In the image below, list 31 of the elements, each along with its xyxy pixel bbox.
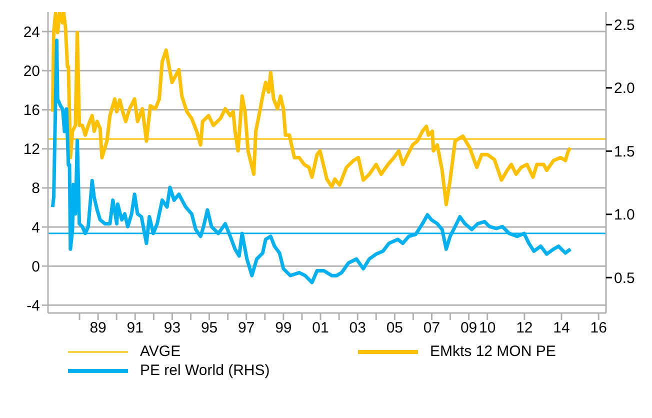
y-tick-label: 16 <box>23 102 40 120</box>
y2-tick-label: 1.5 <box>614 143 635 160</box>
x-tick-label: 95 <box>200 320 218 337</box>
y-tick-label: 24 <box>23 24 40 41</box>
y-tick-label: 0 <box>32 258 40 276</box>
legend-label: AVGE <box>140 343 181 360</box>
y2-tick-label: 2.5 <box>614 16 635 34</box>
x-tick-label: 93 <box>164 320 181 337</box>
x-tick-label: 89 <box>90 320 106 337</box>
y2-tick-label: 2.0 <box>614 80 635 98</box>
y2-tick-label: 0.5 <box>614 270 635 287</box>
x-tick-label: 03 <box>349 320 366 337</box>
y2-tick-label: 1.0 <box>614 206 635 224</box>
x-tick-label: 16 <box>590 320 607 337</box>
y-tick-label: 8 <box>32 180 40 198</box>
legend-label: PE rel World (RHS) <box>140 362 270 379</box>
x-tick-label: 99 <box>275 320 292 337</box>
y-tick-label: 4 <box>32 219 40 236</box>
x-tick-label: 09 <box>460 320 478 337</box>
legend-label: EMkts 12 MON PE <box>430 343 556 360</box>
y-tick-label: -4 <box>26 298 40 315</box>
x-tick-label: 97 <box>238 320 255 337</box>
x-tick-label: 01 <box>312 320 329 337</box>
x-tick-label: 05 <box>386 320 404 337</box>
x-tick-label: 07 <box>423 320 440 337</box>
x-tick-label: 10 <box>479 320 496 337</box>
x-tick-label: 12 <box>516 320 533 337</box>
y-tick-label: 12 <box>23 141 40 158</box>
x-tick-label: 91 <box>126 320 144 337</box>
y-tick-label: 20 <box>23 62 40 80</box>
x-tick-label: 14 <box>553 320 570 337</box>
